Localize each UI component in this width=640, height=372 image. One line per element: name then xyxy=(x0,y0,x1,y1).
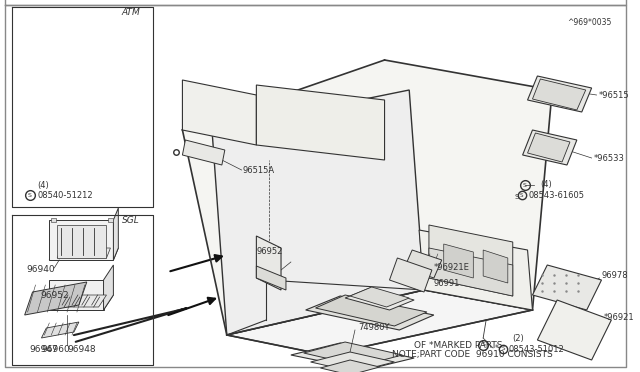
Polygon shape xyxy=(419,230,532,310)
Polygon shape xyxy=(538,300,611,360)
Polygon shape xyxy=(227,290,532,355)
Polygon shape xyxy=(51,218,56,222)
Polygon shape xyxy=(49,220,113,260)
Polygon shape xyxy=(113,208,118,260)
Polygon shape xyxy=(49,280,104,310)
Polygon shape xyxy=(523,130,577,165)
Polygon shape xyxy=(182,60,552,355)
Text: *96921: *96921 xyxy=(604,314,634,323)
Text: *96921E: *96921E xyxy=(434,263,470,273)
Polygon shape xyxy=(306,296,434,330)
Text: OF *MARKED PARTS: OF *MARKED PARTS xyxy=(414,340,502,350)
Polygon shape xyxy=(291,343,414,370)
Text: 96978: 96978 xyxy=(602,272,628,280)
Polygon shape xyxy=(182,140,225,165)
Polygon shape xyxy=(429,248,513,296)
Text: S: S xyxy=(515,194,519,200)
Text: ATM: ATM xyxy=(121,7,140,16)
Text: S: S xyxy=(501,346,504,352)
Text: 96515A: 96515A xyxy=(243,166,275,174)
Text: S: S xyxy=(481,343,485,347)
Text: (4): (4) xyxy=(38,180,49,189)
Text: ^969*0035: ^969*0035 xyxy=(567,17,611,26)
Text: 08543-61605: 08543-61605 xyxy=(529,190,584,199)
Text: *96533: *96533 xyxy=(594,154,625,163)
Polygon shape xyxy=(483,250,508,283)
Polygon shape xyxy=(304,342,403,366)
Text: SGL: SGL xyxy=(122,215,140,224)
Text: 08540-51212: 08540-51212 xyxy=(38,190,93,199)
Polygon shape xyxy=(532,79,586,110)
Polygon shape xyxy=(257,266,286,290)
Text: (2): (2) xyxy=(513,334,525,343)
Text: 96991: 96991 xyxy=(434,279,460,288)
Polygon shape xyxy=(49,248,118,260)
Polygon shape xyxy=(49,295,113,310)
Text: S: S xyxy=(523,183,527,187)
Polygon shape xyxy=(108,218,113,222)
Polygon shape xyxy=(212,90,424,335)
Polygon shape xyxy=(316,295,427,326)
Text: NOTE;PART CODE  96910 CONSISTS: NOTE;PART CODE 96910 CONSISTS xyxy=(392,350,553,359)
Polygon shape xyxy=(404,250,442,278)
Polygon shape xyxy=(527,133,570,162)
Polygon shape xyxy=(104,265,113,310)
Text: S: S xyxy=(520,192,524,198)
Polygon shape xyxy=(257,236,281,290)
Text: 96947: 96947 xyxy=(29,346,58,355)
Text: 96952: 96952 xyxy=(257,247,283,257)
Polygon shape xyxy=(444,244,474,278)
Polygon shape xyxy=(310,352,394,372)
Polygon shape xyxy=(57,248,111,258)
Text: 96952: 96952 xyxy=(40,291,68,299)
Polygon shape xyxy=(227,290,532,355)
Polygon shape xyxy=(42,322,79,338)
Polygon shape xyxy=(227,280,424,335)
Text: 96940: 96940 xyxy=(27,266,55,275)
Polygon shape xyxy=(532,265,602,310)
Polygon shape xyxy=(257,85,385,160)
Polygon shape xyxy=(429,225,513,296)
Polygon shape xyxy=(345,288,414,310)
Text: *96515: *96515 xyxy=(598,90,629,99)
Text: *: * xyxy=(495,344,499,353)
Text: 74980Y: 74980Y xyxy=(358,324,389,333)
Text: 96960: 96960 xyxy=(42,346,70,355)
Text: (4): (4) xyxy=(540,180,552,189)
Polygon shape xyxy=(350,287,409,307)
Polygon shape xyxy=(321,360,380,372)
Polygon shape xyxy=(182,80,257,145)
Text: S: S xyxy=(28,192,31,198)
Polygon shape xyxy=(527,76,591,112)
Polygon shape xyxy=(57,295,106,307)
Text: 96948: 96948 xyxy=(67,346,95,355)
Polygon shape xyxy=(390,258,432,292)
Polygon shape xyxy=(57,225,106,258)
Text: 08543-51012: 08543-51012 xyxy=(509,344,564,353)
Polygon shape xyxy=(25,282,87,315)
